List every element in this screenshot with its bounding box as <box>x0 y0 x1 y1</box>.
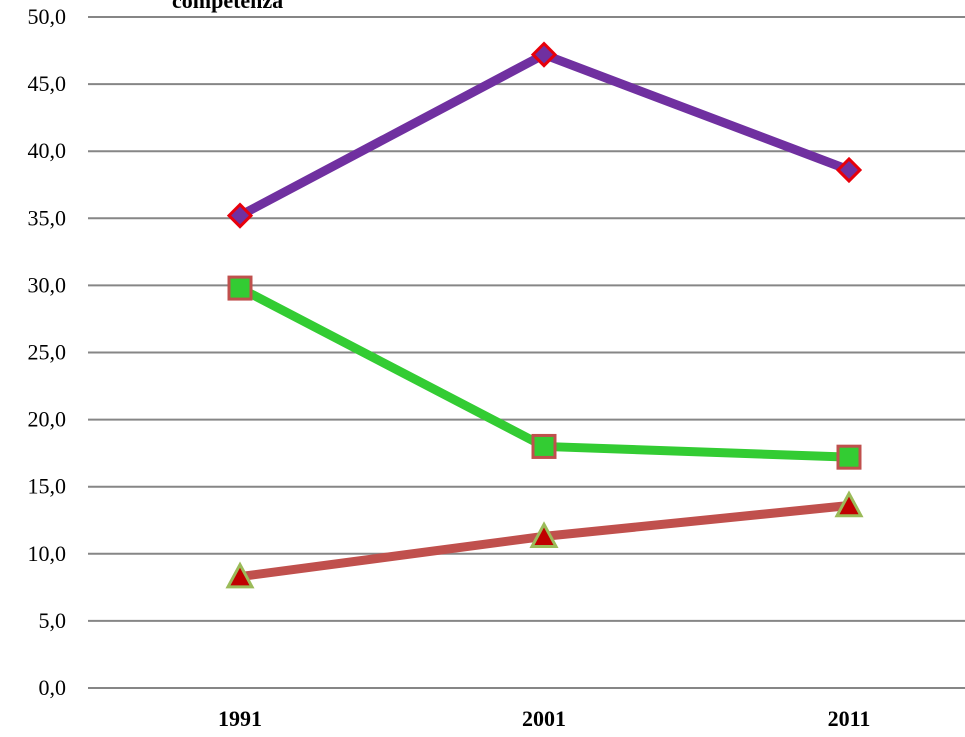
y-tick-label: 0,0 <box>39 675 67 700</box>
series-line-2 <box>235 283 854 462</box>
y-tick-label: 5,0 <box>39 608 67 633</box>
x-tick-label: 2001 <box>522 706 566 731</box>
gridlines <box>88 16 965 689</box>
y-tick-label: 30,0 <box>28 272 67 297</box>
x-tick-label: 1991 <box>218 706 262 731</box>
data-point-square <box>836 444 862 470</box>
data-point-diamond <box>835 156 863 184</box>
y-tick-label: 25,0 <box>28 340 67 365</box>
y-tick-label: 35,0 <box>28 205 67 230</box>
y-tick-label: 10,0 <box>28 541 67 566</box>
y-tick-label: 15,0 <box>28 474 67 499</box>
data-point-triangle <box>225 561 255 589</box>
y-tick-label: 45,0 <box>28 71 67 96</box>
series-line-1 <box>235 50 854 221</box>
y-tick-label: 50,0 <box>28 4 67 29</box>
data-point-diamond <box>226 202 254 229</box>
x-axis-tick-labels: 1991 2001 2011 <box>218 706 870 731</box>
data-point-triangle <box>834 490 864 518</box>
data-points <box>225 41 864 589</box>
x-tick-label: 2011 <box>828 706 871 731</box>
y-tick-label: 20,0 <box>28 407 67 432</box>
y-tick-label: 40,0 <box>28 138 67 163</box>
data-point-diamond <box>530 41 558 68</box>
data-point-square <box>531 433 557 459</box>
data-point-triangle <box>529 521 559 549</box>
series-lines <box>235 50 854 582</box>
y-axis-tick-labels: 0,0 5,0 10,0 15,0 20,0 25,0 30,0 35,0 40,0 45,0 50… <box>28 4 67 700</box>
data-point-square <box>227 275 253 301</box>
chart-title: competenza <box>172 0 284 13</box>
